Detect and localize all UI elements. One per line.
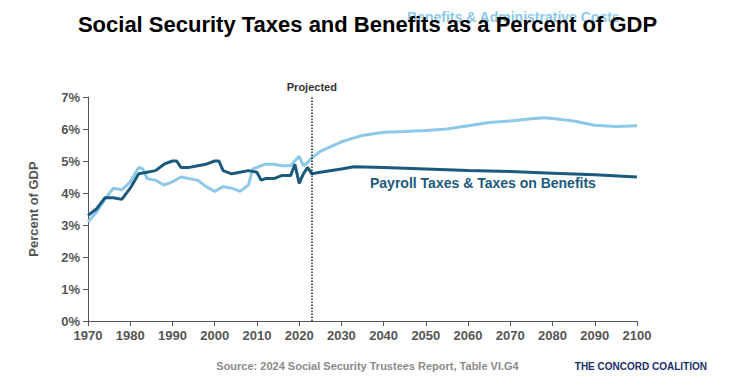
- svg-text:1970: 1970: [74, 328, 103, 343]
- svg-text:0%: 0%: [61, 314, 80, 329]
- svg-text:3%: 3%: [61, 218, 80, 233]
- svg-text:5%: 5%: [61, 154, 80, 169]
- svg-text:2010: 2010: [242, 328, 271, 343]
- svg-text:2090: 2090: [580, 328, 609, 343]
- svg-text:Social Security Taxes and Bene: Social Security Taxes and Benefits as a …: [78, 12, 657, 37]
- svg-text:6%: 6%: [61, 122, 80, 137]
- svg-text:2060: 2060: [454, 328, 483, 343]
- svg-text:1980: 1980: [116, 328, 145, 343]
- svg-text:1%: 1%: [61, 282, 80, 297]
- svg-text:2030: 2030: [327, 328, 356, 343]
- svg-text:2080: 2080: [538, 328, 567, 343]
- svg-text:1990: 1990: [158, 328, 187, 343]
- svg-text:2020: 2020: [285, 328, 314, 343]
- svg-text:THE CONCORD COALITION: THE CONCORD COALITION: [575, 361, 707, 372]
- svg-text:2070: 2070: [496, 328, 525, 343]
- svg-text:2100: 2100: [623, 328, 652, 343]
- svg-text:Payroll Taxes & Taxes on Benef: Payroll Taxes & Taxes on Benefits: [370, 175, 596, 191]
- svg-text:2040: 2040: [369, 328, 398, 343]
- svg-text:2000: 2000: [200, 328, 229, 343]
- svg-text:2050: 2050: [411, 328, 440, 343]
- svg-text:Projected: Projected: [287, 81, 337, 93]
- svg-text:2%: 2%: [61, 250, 80, 265]
- svg-text:Percent of GDP: Percent of GDP: [26, 161, 41, 257]
- svg-text:4%: 4%: [61, 186, 80, 201]
- svg-text:7%: 7%: [61, 90, 80, 105]
- svg-text:Source: 2024 Social Security T: Source: 2024 Social Security Trustees Re…: [216, 360, 519, 372]
